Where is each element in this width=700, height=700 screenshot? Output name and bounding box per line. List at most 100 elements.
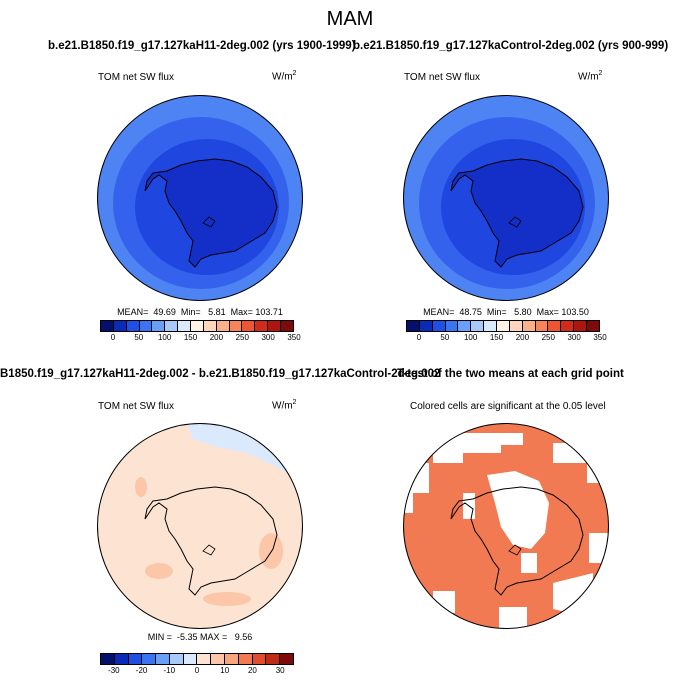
top-left-stats: MEAN= 49.69 Min= 5.81 Max= 103.71 <box>117 307 283 317</box>
colorbar-tick-label: 250 <box>541 333 555 342</box>
colorbar-tick-label: 100 <box>463 333 478 342</box>
map-boundary <box>403 423 609 629</box>
colorbar-swatch <box>229 321 243 331</box>
colorbar-swatch <box>178 321 192 331</box>
map-boundary <box>403 95 609 301</box>
colorbar-swatch <box>280 654 293 664</box>
map-fill-group <box>403 423 609 629</box>
bottom-right-ttest-map <box>403 423 609 629</box>
colorbar-swatch <box>419 321 433 331</box>
bottom-left-colorbar: -30 -20 -10 0 10 20 30 <box>100 653 294 677</box>
colorbar-swatch <box>471 321 485 331</box>
colorbar-tick-label: 30 <box>275 666 285 675</box>
top-right-variable-label: TOM net SW flux <box>404 72 480 83</box>
bottom-left-difference-map <box>97 423 303 629</box>
colorbar-swatch <box>445 321 459 331</box>
colorbar-tick-label: 150 <box>489 333 504 342</box>
colorbar-swatch <box>497 321 510 331</box>
colorbar-tick-label: -10 <box>163 666 176 675</box>
colorbar-swatch <box>432 321 446 331</box>
colorbar-swatch <box>535 321 549 331</box>
colorbar-swatch <box>126 321 140 331</box>
colorbar-tick-label: 200 <box>515 333 530 342</box>
colorbar-swatch <box>183 654 198 664</box>
season-title: MAM <box>326 8 374 30</box>
colorbar-swatch <box>561 321 575 331</box>
diff-positive-south <box>203 592 251 606</box>
bottom-right-caption: T-test of the two means at each grid poi… <box>397 368 624 380</box>
top-right-sw-flux-map <box>403 95 609 301</box>
colorbar-swatch <box>225 654 239 664</box>
diff-positive-west <box>145 563 173 579</box>
top-right-colorbar: 0 50 100 150 200 250 300 350 <box>406 320 607 344</box>
colorbar-tick-label: -30 <box>108 666 120 675</box>
colorbar-swatch <box>156 654 170 664</box>
colorbar-swatch <box>216 321 230 331</box>
colorbar-tick-label: 300 <box>261 333 275 342</box>
top-left-variable-label: TOM net SW flux <box>98 72 174 83</box>
colorbar-tick-label: 0 <box>194 666 200 675</box>
colorbar-swatch <box>281 321 293 331</box>
colorbar-tick-label: 100 <box>157 333 172 342</box>
antarctica-coastline <box>144 158 278 268</box>
top-right-caption: b.e21.B1850.f19_g17.127kaControl-2deg.00… <box>353 40 669 52</box>
map-boundary <box>97 423 303 629</box>
ice-shelf-outline <box>202 216 216 228</box>
colorbar-swatch <box>407 321 420 331</box>
colorbar-tick-label: 50 <box>440 333 450 342</box>
colorbar-swatch <box>139 321 153 331</box>
bottom-left-variable-label: TOM net SW flux <box>98 401 174 412</box>
colorbar-swatch <box>509 321 523 331</box>
colorbar-swatch <box>197 654 212 664</box>
colorbar-tick-label: 0 <box>110 333 116 342</box>
top-left-sw-flux-map <box>97 95 303 301</box>
colorbar-swatch <box>548 321 562 331</box>
colorbar-tick-label: 50 <box>134 333 144 342</box>
colorbar-tick-label: 0 <box>416 333 422 342</box>
colorbar-tick-label: 300 <box>567 333 581 342</box>
colorbar-tick-label: 20 <box>247 666 257 675</box>
colorbar-swatch <box>458 321 472 331</box>
ice-shelf-outline <box>202 544 216 556</box>
colorbar-tick-label: 200 <box>209 333 224 342</box>
colorbar-swatch <box>484 321 498 331</box>
colorbar-swatch <box>142 654 157 664</box>
ice-shelf-outline <box>508 216 522 228</box>
map-boundary <box>97 95 303 301</box>
bottom-left-caption: B1850.f19_g17.127kaH11-2deg.002 - b.e21.… <box>0 368 441 380</box>
significance-note: Colored cells are significant at the 0.0… <box>410 401 606 412</box>
colorbar-tick-label: 350 <box>593 333 607 342</box>
map-fill-group <box>403 95 609 301</box>
top-right-stats: MEAN= 48.75 Min= 5.80 Max= 103.50 <box>423 307 589 317</box>
antarctica-coastline <box>144 486 278 596</box>
colorbar-swatch <box>114 654 129 664</box>
bottom-left-stats: MIN = -5.35 MAX = 9.56 <box>147 632 253 642</box>
colorbar-tick-label: 350 <box>287 333 301 342</box>
colorbar-swatch <box>152 321 166 331</box>
flux-band-polar <box>145 159 277 267</box>
colorbar-swatch <box>242 321 256 331</box>
colorbar-swatch <box>587 321 599 331</box>
nonsignificant-cells <box>487 471 549 549</box>
antarctica-coastline <box>450 158 584 268</box>
nonsignificant-cells <box>433 591 455 613</box>
nonsignificant-cells <box>521 553 537 573</box>
colorbar-swatch <box>165 321 179 331</box>
colorbar-swatch <box>128 654 143 664</box>
colorbar-swatch <box>266 654 281 664</box>
colorbar-tick-label: -20 <box>135 666 148 675</box>
colorbar-swatch <box>574 321 588 331</box>
colorbar-swatch <box>268 321 282 331</box>
diff-positive-small <box>135 477 147 497</box>
colorbar-swatch <box>113 321 127 331</box>
colorbar-swatch <box>169 654 184 664</box>
nonsignificant-cells <box>433 433 523 463</box>
colorbar-swatch <box>101 321 114 331</box>
colorbar-swatch <box>101 654 115 664</box>
top-left-caption: b.e21.B1850.f19_g17.127kaH11-2deg.002 (y… <box>48 40 356 52</box>
map-fill-group <box>97 423 303 629</box>
diff-positive-east <box>259 533 283 569</box>
colorbar-tick-label: 150 <box>183 333 198 342</box>
antarctica-coastline <box>450 486 584 596</box>
colorbar-swatch <box>252 654 267 664</box>
